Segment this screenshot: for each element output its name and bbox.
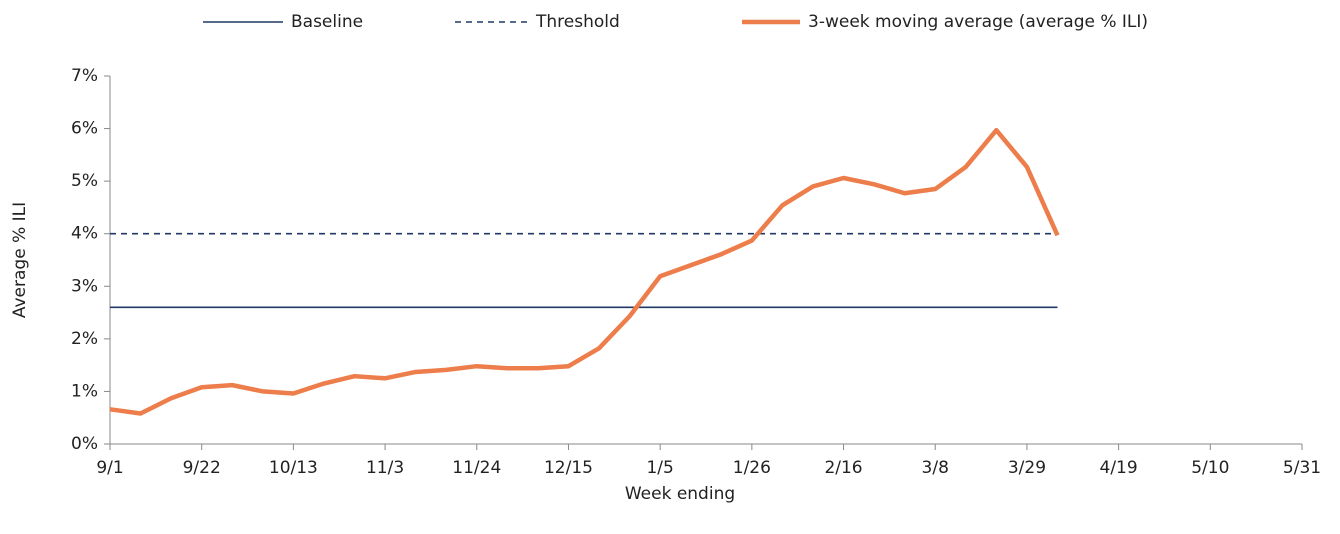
x-tick-label: 3/29 xyxy=(1008,458,1046,478)
x-axis-label: Week ending xyxy=(625,484,735,504)
x-tick-label: 10/13 xyxy=(269,458,318,478)
y-tick-label: 7% xyxy=(71,66,98,86)
x-tick-label: 9/1 xyxy=(96,458,123,478)
x-tick-label: 4/19 xyxy=(1100,458,1138,478)
x-tick-label: 5/31 xyxy=(1283,458,1321,478)
y-tick-label: 6% xyxy=(71,119,98,139)
x-tick-label: 1/26 xyxy=(733,458,771,478)
y-axis-label: Average % ILI xyxy=(10,202,30,318)
x-tick-label: 1/5 xyxy=(646,458,673,478)
x-tick-label: 11/3 xyxy=(366,458,404,478)
x-tick-label: 11/24 xyxy=(452,458,501,478)
y-tick-label: 5% xyxy=(71,171,98,191)
y-tick-label: 0% xyxy=(71,434,98,454)
y-tick-label: 2% xyxy=(71,329,98,349)
y-tick-label: 1% xyxy=(71,381,98,401)
x-tick-label: 5/10 xyxy=(1191,458,1229,478)
x-tick-label: 3/8 xyxy=(922,458,949,478)
x-tick-label: 2/16 xyxy=(824,458,862,478)
x-tick-label: 12/15 xyxy=(544,458,593,478)
legend-label: Threshold xyxy=(535,12,620,32)
legend-label: Baseline xyxy=(291,12,363,32)
legend-label: 3-week moving average (average % ILI) xyxy=(808,12,1148,32)
y-tick-label: 3% xyxy=(71,276,98,296)
series-line xyxy=(109,127,1060,416)
y-tick-label: 4% xyxy=(71,224,98,244)
x-tick-label: 9/22 xyxy=(183,458,221,478)
